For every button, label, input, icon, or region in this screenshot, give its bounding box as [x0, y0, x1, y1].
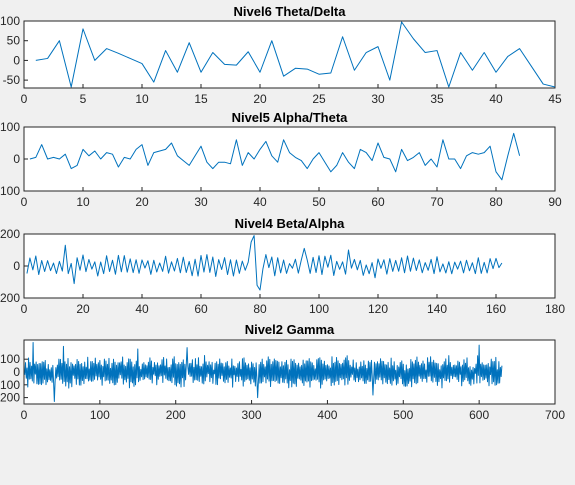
axes-box-1 — [23, 20, 556, 89]
x-tick-label: 70 — [430, 195, 444, 209]
subplot-title-1: Nivel6 Theta/Delta — [234, 4, 347, 19]
x-tick-label: 200 — [166, 408, 186, 422]
subplot-2: Nivel5 Alpha/Theta 0 10 20 30 40 50 60 70 80 90 1… — [0, 110, 562, 209]
x-tick-label: 180 — [545, 302, 565, 316]
y-tick-label: 200 — [0, 391, 20, 405]
axes-box-2 — [23, 126, 556, 192]
x-ticks-1: 0 5 10 15 20 25 30 35 40 45 — [21, 84, 562, 106]
x-tick-label: 140 — [427, 302, 447, 316]
x-tick-label: 10 — [76, 195, 90, 209]
x-tick-label: 80 — [253, 302, 267, 316]
y-tick-label: 0 — [13, 53, 20, 67]
y-tick-label: 0 — [13, 152, 20, 166]
x-tick-label: 5 — [80, 92, 87, 106]
x-tick-label: 10 — [135, 92, 149, 106]
y-tick-label: 50 — [7, 34, 21, 48]
x-tick-label: 0 — [21, 92, 28, 106]
x-tick-label: 40 — [489, 92, 503, 106]
x-tick-label: 0 — [21, 302, 28, 316]
x-tick-label: 100 — [309, 302, 329, 316]
x-tick-label: 40 — [135, 302, 149, 316]
x-tick-label: 0 — [21, 408, 28, 422]
x-tick-label: 300 — [242, 408, 262, 422]
subplot-title-2: Nivel5 Alpha/Theta — [232, 110, 349, 125]
x-tick-label: 30 — [371, 92, 385, 106]
y-tick-label: 100 — [0, 14, 20, 28]
x-tick-label: 160 — [486, 302, 506, 316]
x-tick-label: 20 — [135, 195, 149, 209]
subplot-3: Nivel4 Beta/Alpha 0 20 40 60 80 100 120 140 160 1… — [0, 216, 565, 316]
series-line-2 — [29, 132, 521, 181]
x-tick-label: 0 — [21, 195, 28, 209]
y-tick-label: 100 — [0, 184, 20, 198]
x-tick-label: 20 — [253, 92, 267, 106]
subplot-title-3: Nivel4 Beta/Alpha — [235, 216, 346, 231]
x-tick-label: 20 — [76, 302, 90, 316]
x-tick-label: 30 — [194, 195, 208, 209]
x-tick-label: 120 — [368, 302, 388, 316]
y-ticks-3: 200 0 200 — [0, 227, 28, 305]
x-tick-label: 500 — [393, 408, 413, 422]
series-line-3 — [26, 235, 503, 291]
y-tick-label: 200 — [0, 227, 20, 241]
x-tick-label: 35 — [430, 92, 444, 106]
x-tick-label: 50 — [312, 195, 326, 209]
y-tick-label: 100 — [0, 352, 20, 366]
series-line-1 — [35, 21, 556, 88]
x-tick-label: 80 — [489, 195, 503, 209]
x-tick-label: 700 — [545, 408, 565, 422]
y-tick-label: -50 — [3, 73, 21, 87]
x-tick-label: 45 — [548, 92, 562, 106]
series-line-4 — [24, 342, 503, 402]
x-tick-label: 600 — [469, 408, 489, 422]
x-tick-label: 100 — [90, 408, 110, 422]
x-tick-label: 400 — [317, 408, 337, 422]
x-tick-label: 60 — [194, 302, 208, 316]
x-tick-label: 60 — [371, 195, 385, 209]
x-tick-label: 25 — [312, 92, 326, 106]
x-tick-label: 90 — [548, 195, 562, 209]
y-tick-label: 100 — [0, 378, 20, 392]
subplot-4: Nivel2 Gamma 0 100 200 300 400 500 600 700 1000… — [0, 322, 565, 422]
y-ticks-2: 100 0 100 — [0, 120, 28, 198]
y-ticks-1: 100 50 0 -50 — [0, 14, 28, 87]
x-ticks-2: 0 10 20 30 40 50 60 70 80 90 — [21, 187, 562, 209]
axes-box-3 — [23, 233, 556, 299]
subplot-title-4: Nivel2 Gamma — [245, 322, 335, 337]
x-tick-label: 40 — [253, 195, 267, 209]
y-tick-label: 0 — [13, 365, 20, 379]
y-tick-label: 100 — [0, 120, 20, 134]
x-ticks-4: 0 100 200 300 400 500 600 700 — [21, 400, 565, 422]
subplot-1: Nivel6 Theta/Delta 0 5 10 15 20 25 30 35 40 45 10… — [0, 4, 562, 106]
y-tick-label: 200 — [0, 291, 20, 305]
x-ticks-3: 0 20 40 60 80 100 120 140 160 180 — [21, 294, 565, 316]
x-tick-label: 15 — [194, 92, 208, 106]
y-tick-label: 0 — [13, 259, 20, 273]
